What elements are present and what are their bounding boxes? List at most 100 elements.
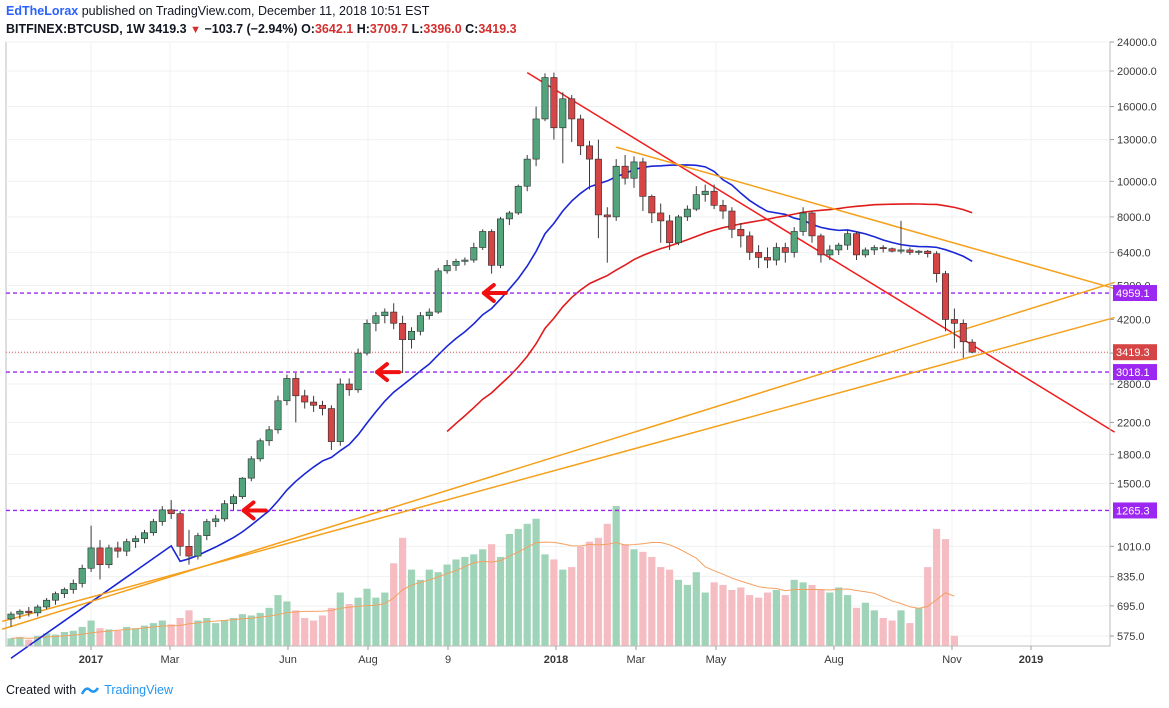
candle-body xyxy=(826,249,834,256)
candle xyxy=(176,511,184,557)
arrow-support-4959 xyxy=(481,283,508,304)
price-label-box xyxy=(1113,285,1157,302)
candle-body xyxy=(532,118,540,160)
y-tick-label: 1800.0 xyxy=(1117,449,1151,461)
volume-bar xyxy=(657,567,665,646)
open-label: O: xyxy=(301,22,315,36)
candle-body xyxy=(550,77,558,129)
candle xyxy=(772,242,780,266)
candle-body xyxy=(835,244,843,251)
volume-bar xyxy=(479,549,487,646)
candle-body xyxy=(746,235,754,253)
candle xyxy=(292,373,300,423)
candle-body xyxy=(505,212,513,220)
author-link[interactable]: EdTheLorax xyxy=(6,4,79,18)
candle xyxy=(781,242,789,263)
candle-body xyxy=(43,599,51,608)
volume-bar xyxy=(247,615,255,646)
candle-body xyxy=(666,220,674,244)
candle xyxy=(327,405,335,450)
candle-body xyxy=(719,205,727,212)
volume-bar xyxy=(425,569,433,646)
candle-body xyxy=(51,593,59,601)
volume-bar xyxy=(345,604,353,646)
volume-bar xyxy=(292,610,300,646)
arrow-support-3018 xyxy=(375,362,401,383)
candle-body xyxy=(852,233,860,256)
candle xyxy=(728,207,736,239)
candle xyxy=(345,378,353,396)
candle xyxy=(381,308,389,324)
low-value: 3396.0 xyxy=(423,22,462,36)
candle xyxy=(461,257,469,266)
candle xyxy=(132,535,140,548)
volume-bar xyxy=(648,556,656,646)
candle-body xyxy=(327,408,335,442)
volume-bar xyxy=(301,618,309,646)
candle xyxy=(692,186,700,212)
candle xyxy=(666,214,674,250)
volume-bar xyxy=(897,610,905,646)
candle xyxy=(212,514,220,528)
volume-bar xyxy=(710,582,718,646)
candle xyxy=(719,199,727,219)
candle xyxy=(149,518,157,536)
candle xyxy=(541,73,549,122)
volume-bar xyxy=(452,559,460,646)
volume-bar xyxy=(212,623,220,646)
candle xyxy=(710,184,718,210)
candle-body xyxy=(728,210,736,230)
candle-body xyxy=(541,77,549,120)
candle-body xyxy=(265,429,273,442)
candle-body xyxy=(897,249,905,252)
candle xyxy=(844,229,852,250)
footer: Created with TradingView xyxy=(6,683,173,697)
candle-body xyxy=(915,250,923,253)
volume-bar xyxy=(755,597,763,646)
volume-bar xyxy=(96,628,104,646)
candle-body xyxy=(924,250,932,254)
candle-body xyxy=(212,518,220,522)
x-tick-label: Mar xyxy=(161,654,180,666)
ma-red-line xyxy=(446,203,973,433)
price-chart[interactable]: 24000.0 20000.0 16000.0 13000.0 10000.0 8000.… xyxy=(0,0,1169,680)
price-change: −103.7 (−2.94%) xyxy=(204,22,298,36)
volume-bar xyxy=(950,635,958,646)
candle xyxy=(968,339,976,354)
volume-bar xyxy=(559,569,567,646)
candle xyxy=(105,544,113,569)
candle xyxy=(763,247,771,269)
candle xyxy=(43,598,51,610)
candle xyxy=(185,529,193,565)
candle-body xyxy=(69,583,77,590)
candle-body xyxy=(230,496,238,505)
candle-body xyxy=(488,231,496,266)
volume-bar xyxy=(176,618,184,646)
candle xyxy=(674,214,682,246)
candle xyxy=(452,258,460,271)
close-label: C: xyxy=(465,22,479,36)
candle-body xyxy=(941,273,949,320)
volume-bar xyxy=(372,597,380,646)
candle xyxy=(399,315,407,374)
volume-bar xyxy=(238,614,246,646)
volume-bar xyxy=(461,556,469,646)
volume-bar xyxy=(16,637,24,646)
volume-bar xyxy=(568,567,576,646)
candle xyxy=(612,159,620,221)
volume-bar xyxy=(514,528,522,646)
candle xyxy=(817,233,825,263)
candle-body xyxy=(141,532,149,539)
y-tick-label: 20000.0 xyxy=(1117,66,1157,78)
candle xyxy=(78,564,86,588)
candle xyxy=(16,609,24,619)
volume-bar xyxy=(781,595,789,646)
candle xyxy=(826,245,834,261)
candle-body xyxy=(132,538,140,542)
volume-bar xyxy=(221,620,229,646)
candle xyxy=(318,400,326,416)
tradingview-brand-link[interactable]: TradingView xyxy=(104,683,173,697)
volume-bar xyxy=(470,554,478,646)
candle xyxy=(434,268,442,314)
volume-bar xyxy=(318,615,327,646)
